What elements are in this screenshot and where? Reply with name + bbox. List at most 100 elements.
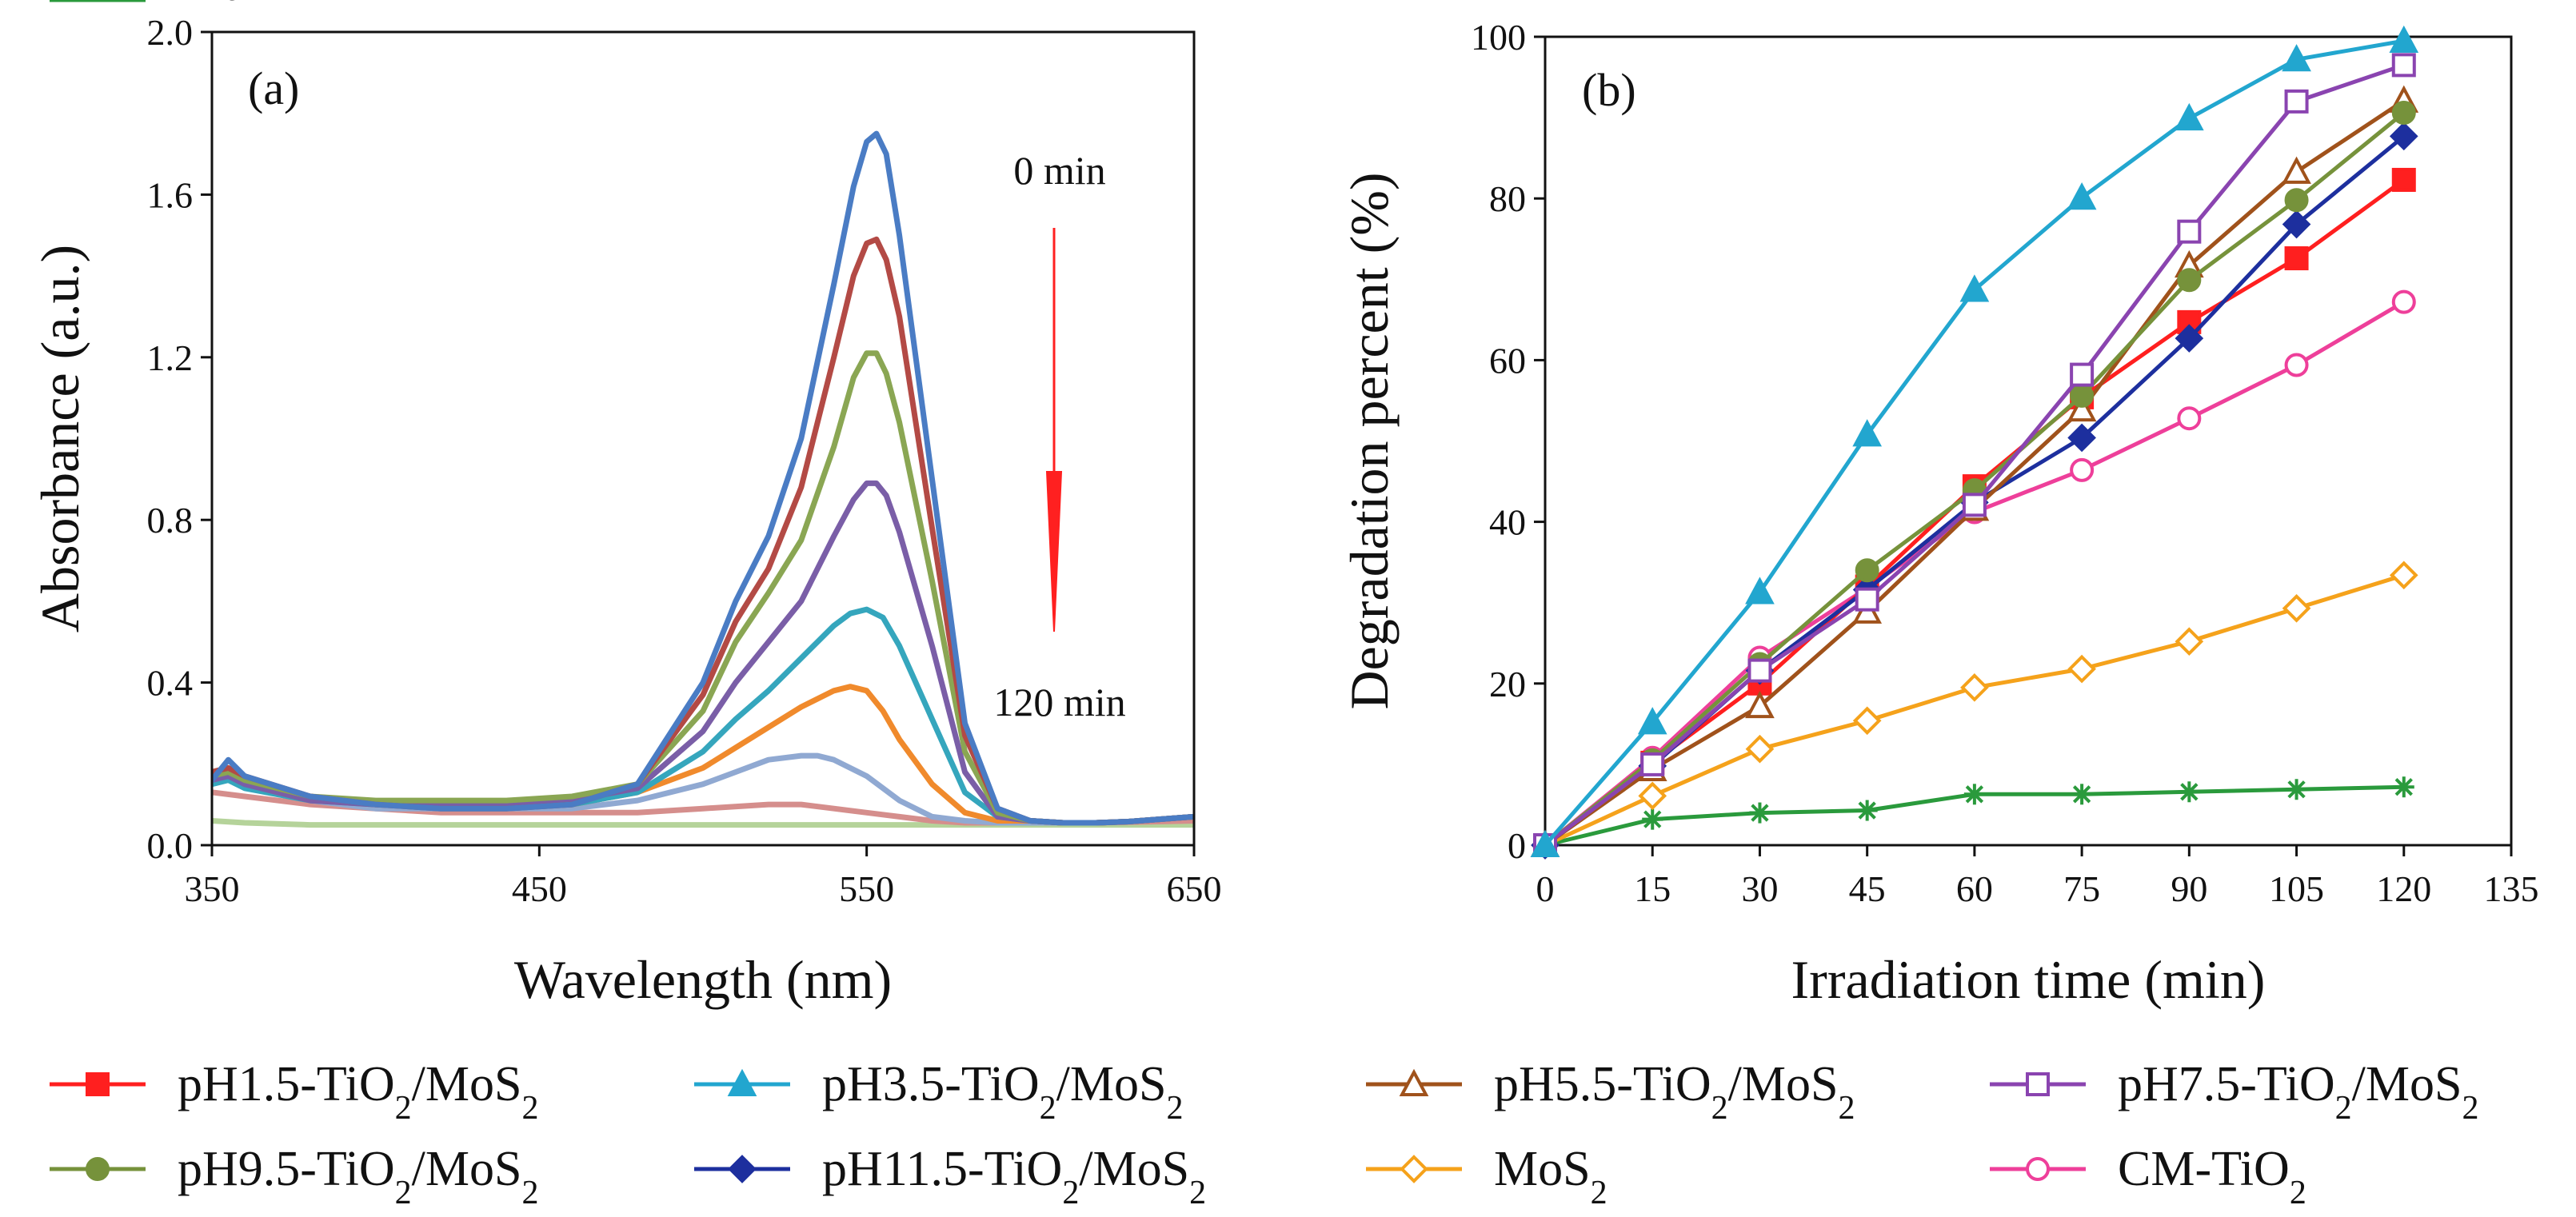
data-point-CM-TiO2 [2284,353,2309,377]
legend-item-Blank: Blank [50,0,296,11]
data-point-pH5.5 [2282,156,2311,184]
series-line-MoS2 [1544,573,2405,848]
y-tick-label: 80 [1489,178,1526,219]
legend-label: MoS2 [1494,1142,1608,1211]
x-tick-label: 15 [1634,868,1671,909]
legend-marker [1399,1068,1429,1096]
x-tick-label: 120 [2376,868,2431,909]
time-arrow [1045,228,1063,632]
legend-item-pH1.5: pH1.5-TiO2/MoS2 [50,1057,538,1127]
data-point-pH3.5 [1745,577,1775,605]
data-point-pH3.5 [1852,419,1883,447]
curve-15-min [212,236,1194,826]
legend-marker [728,1155,757,1183]
data-point-pH11.5 [2389,122,2418,151]
legend-item-CM-TiO2: CM-TiO2 [1990,1142,2306,1211]
y-tick-label: 1.6 [147,174,194,215]
data-point-pH3.5 [1959,274,1990,302]
data-point-Blank [1642,808,1663,830]
y-tick-label: 0.8 [147,500,194,541]
data-point-pH7.5 [2177,219,2202,244]
absorbance-curves [212,130,1194,828]
legend-marker [86,1157,110,1181]
legend-marker [2026,1072,2050,1096]
annotation-120-min: 120 min [993,680,1125,724]
legend-label: Blank [178,0,296,11]
data-point-pH7.5 [1962,493,1987,517]
data-point-pH3.5 [1637,707,1667,735]
series-pH3.5 [1530,25,2419,857]
data-point-MoS2 [1638,781,1667,811]
data-point-MoS2 [2389,561,2418,590]
data-point-pH1.5 [2284,246,2309,271]
series-Blank [1535,776,2414,856]
curve-45-min [212,480,1194,826]
legend-label: pH5.5-TiO2/MoS2 [1494,1057,1855,1127]
y-tick-label: 0.0 [147,825,194,866]
x-tick-label: 75 [2063,868,2100,909]
data-point-pH7.5 [1640,752,1665,776]
curve-0-min [212,130,1194,826]
data-point-Blank [2179,781,2200,803]
legend-label: CM-TiO2 [2118,1142,2306,1211]
y-axis-label: Absorbance (a.u.) [30,245,90,632]
series-CM-TiO2 [1533,289,2416,857]
x-tick-label: 650 [1167,868,1222,909]
data-point-MoS2 [2175,627,2204,656]
legend-label: pH1.5-TiO2/MoS2 [178,1057,538,1127]
data-point-Blank [2393,776,2414,798]
data-point-Blank [1856,800,1878,821]
data-point-pH3.5 [2174,102,2204,131]
series-line-pH7.5 [1544,63,2405,847]
y-tick-label: 1.2 [147,337,194,378]
data-point-pH9.5 [2177,268,2202,293]
series-line-CM-TiO2 [1544,300,2406,847]
data-point-CM-TiO2 [2177,406,2202,431]
panel-label: (a) [248,62,299,114]
legend-marker [2026,1157,2050,1181]
y-axis-label: Degradation percent (%) [1339,172,1400,709]
panel-label: (b) [1582,64,1636,116]
data-point-pH3.5 [2067,182,2097,210]
legend: pH1.5-TiO2/MoS2 pH3.5-TiO2/MoS2 pH5.5-TiO2… [50,0,2478,1211]
data-point-Blank [1749,802,1771,824]
legend-label: pH3.5-TiO2/MoS2 [822,1057,1183,1127]
legend-marker [86,1072,110,1096]
series-line-pH5.5 [1544,98,2406,848]
data-point-pH11.5 [2175,324,2204,353]
legend-label: pH11.5-TiO2/MoS2 [822,1142,1206,1211]
x-axis-label: Wavelength (nm) [514,949,892,1010]
data-point-pH11.5 [2067,423,2096,453]
y-tick-label: 40 [1489,502,1526,543]
y-tick-label: 2.0 [147,12,194,53]
y-tick-label: 0.4 [147,663,194,704]
panel-b-frame [1544,35,2513,847]
legend-item-pH11.5: pH11.5-TiO2/MoS2 [694,1142,1206,1211]
data-point-MoS2 [1852,706,1882,736]
data-point-CM-TiO2 [2070,457,2095,482]
panel-b-degradation-chart: 0 20 40 60 80 100 0 15 30 45 60 75 90 105 120 135 Irradi… [1339,17,2539,1010]
series-pH5.5 [1530,85,2419,857]
x-tick-label: 30 [1741,868,1778,909]
data-point-pH9.5 [1855,558,1879,583]
data-point-pH7.5 [1747,658,1772,683]
legend-item-pH9.5: pH9.5-TiO2/MoS2 [50,1142,538,1211]
data-point-MoS2 [1960,673,1989,702]
legend-label: pH9.5-TiO2/MoS2 [178,1142,538,1211]
data-point-MoS2 [1745,734,1775,764]
series-MoS2 [1531,561,2418,860]
y-tick-label: 0 [1508,825,1526,866]
data-point-Blank [2071,784,2093,805]
y-tick-label: 60 [1489,340,1526,381]
data-point-pH9.5 [2284,188,2309,213]
data-point-CM-TiO2 [2391,289,2416,314]
data-point-pH5.5 [1745,690,1775,719]
data-point-pH7.5 [2391,53,2416,78]
data-point-MoS2 [2282,593,2311,623]
panel-a-frame [210,30,1196,847]
data-point-Blank [2286,779,2307,800]
legend-item-MoS2: MoS2 [1366,1142,1608,1211]
y-tick-label: 20 [1489,664,1526,704]
data-point-pH11.5 [2282,209,2311,239]
